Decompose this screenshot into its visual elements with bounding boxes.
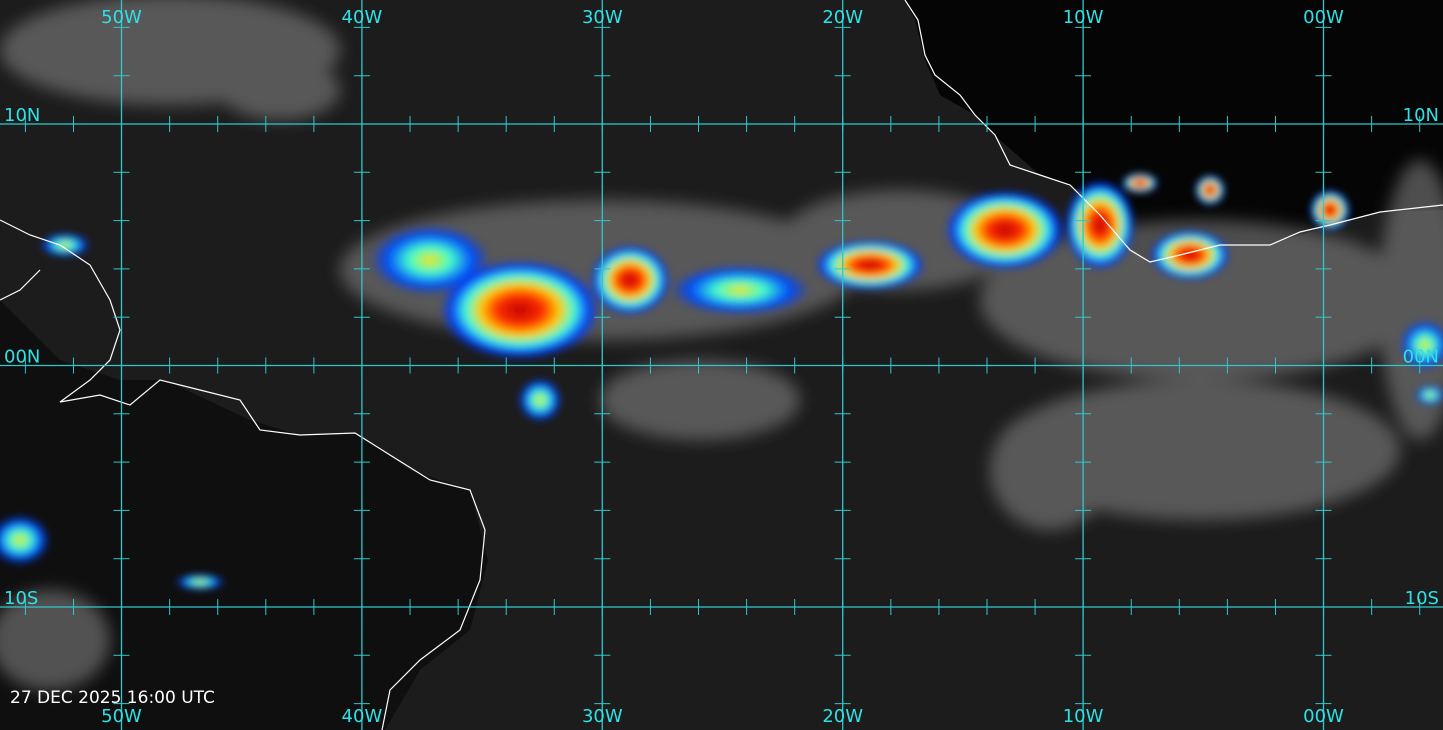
lat-label: 10S	[1405, 588, 1439, 609]
labels: 50W 40W 30W 20W 10W 00W 50W 40W 30W 20W 10W 00W 10N 0…	[4, 7, 1439, 727]
lon-label: 10W	[1063, 7, 1104, 28]
lon-label: 40W	[342, 7, 383, 28]
africa	[905, 0, 1443, 262]
lon-label: 10W	[1063, 706, 1104, 727]
lat-label: 10N	[1403, 105, 1439, 126]
timestamp: 27 DEC 2025 16:00 UTC	[10, 688, 215, 708]
lat-label: 10S	[4, 588, 38, 609]
lat-label: 00N	[1403, 347, 1439, 368]
lon-label: 30W	[582, 7, 623, 28]
lon-label: 00W	[1303, 7, 1344, 28]
lon-label: 20W	[822, 706, 863, 727]
lon-label: 20W	[822, 7, 863, 28]
lon-label: 30W	[582, 706, 623, 727]
lon-label: 40W	[342, 706, 383, 727]
lat-label: 00N	[4, 347, 40, 368]
lon-label: 50W	[101, 7, 142, 28]
lon-label: 00W	[1303, 706, 1344, 727]
lon-label: 50W	[101, 706, 142, 727]
lat-label: 10N	[4, 105, 40, 126]
